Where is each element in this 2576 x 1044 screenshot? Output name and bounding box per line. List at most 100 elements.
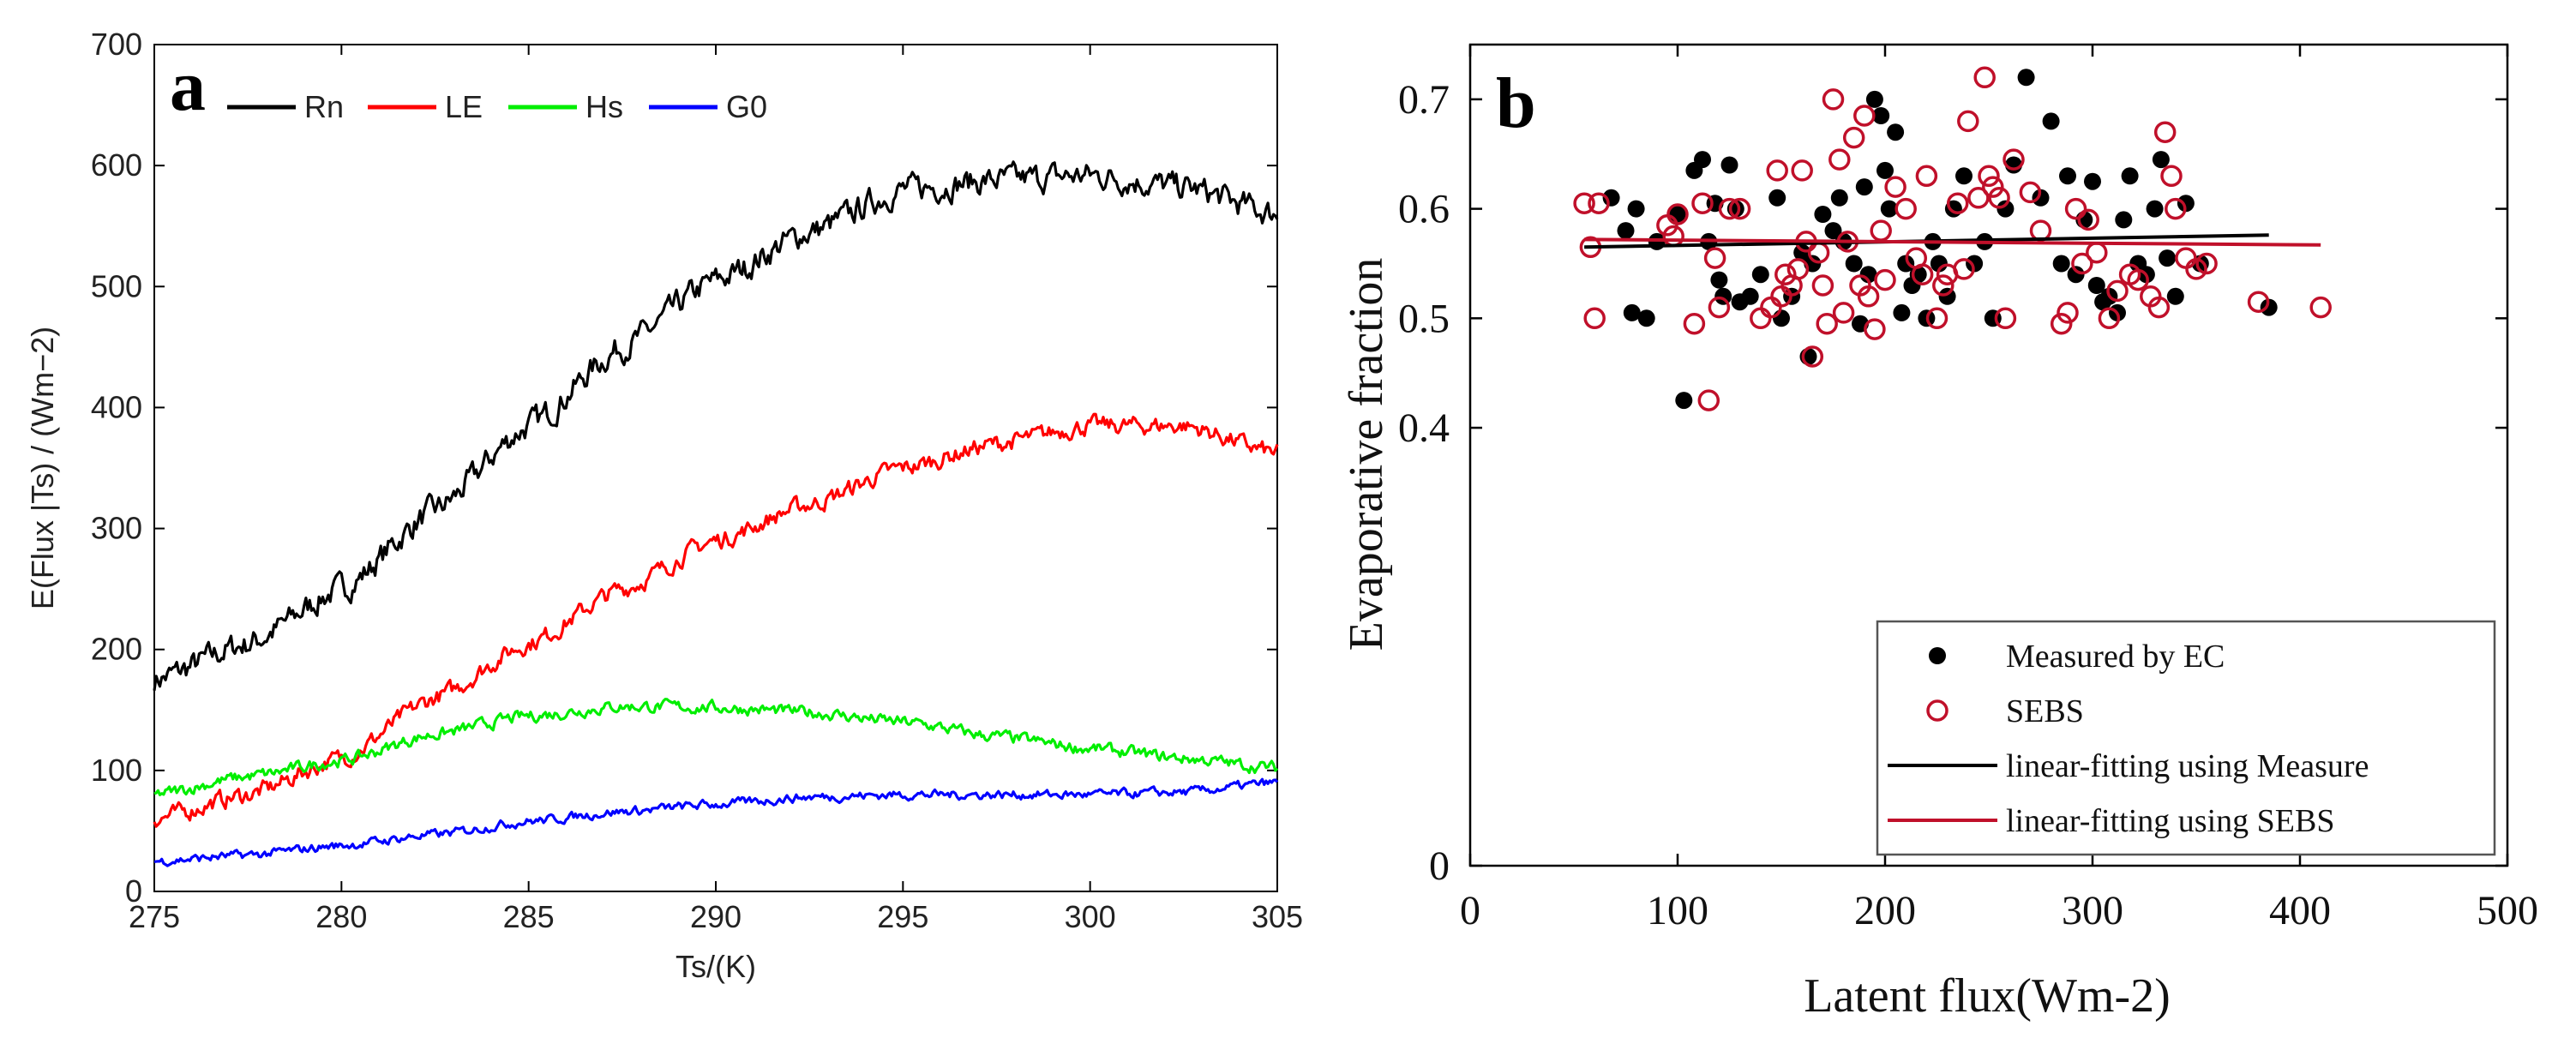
panel-b-point-measured	[1623, 303, 1641, 321]
panel-b-point-measured	[1768, 189, 1786, 207]
panel-b-point-sebs	[1786, 258, 1810, 280]
panel-b-point-measured	[1637, 309, 1655, 327]
panel-b-legend-label: Measured by EC	[2006, 639, 2225, 675]
panel-b-legend: Measured by EC SEBS linear-fitting using M…	[1876, 620, 2496, 856]
panel-b-point-sebs	[2106, 279, 2129, 303]
panel-a-legend-label-hs: Hs	[585, 89, 623, 124]
panel-b-point-sebs	[1988, 187, 2010, 209]
panel-b-point-sebs	[1957, 110, 1979, 133]
panel-b-point-sebs	[1708, 296, 1731, 319]
panel-b-point-sebs	[2309, 296, 2332, 319]
panel-a-y-tick-label: 700	[91, 27, 142, 62]
panel-b-point-measured	[1627, 200, 1645, 218]
panel-b-point-measured	[1930, 255, 1948, 273]
panel-b-x-tick-label: 500	[2477, 888, 2538, 933]
panel-b-point-sebs	[1811, 274, 1834, 297]
panel-a-legend-label-g0: G0	[726, 89, 767, 124]
panel-b-point-sebs	[1953, 258, 1975, 280]
panel-b-point-measured	[1997, 200, 2015, 218]
panel-b-point-sebs	[1967, 187, 1990, 209]
panel-b-point-sebs	[1801, 345, 1824, 368]
panel-b-point-sebs	[1718, 197, 1741, 220]
panel-b-point-sebs	[1697, 389, 1720, 411]
panel-a-y-tick-label: 400	[91, 389, 142, 424]
panel-b-point-measured	[2059, 167, 2076, 185]
panel-b-point-measured	[1966, 255, 1984, 273]
panel-b-point-sebs	[1946, 192, 1969, 214]
panel-b-y-tick-label: 0	[1429, 843, 1450, 889]
panel-a-series-rn	[153, 160, 1279, 691]
panel-b-point-measured	[2042, 112, 2060, 130]
panel-a-legend-label-le: LE	[445, 89, 483, 124]
panel-b-point-sebs	[1994, 307, 2017, 330]
panel-b-fit-line-sebs	[1584, 237, 2321, 247]
panel-a-legend: Rn LE Hs G0	[227, 89, 767, 124]
panel-b-point-sebs	[2247, 291, 2270, 313]
panel-b-point-measured	[1830, 189, 1848, 207]
panel-b-point-sebs	[2195, 252, 2218, 275]
panel-b-point-measured	[1751, 266, 1769, 284]
panel-a-x-tick-label: 280	[315, 899, 367, 934]
panel-a-x-tick-label: 300	[1065, 899, 1116, 934]
panel-b-point-measured	[1675, 392, 1693, 410]
panel-a-x-tick-label: 305	[1252, 899, 1303, 934]
panel-a-series-le	[153, 412, 1279, 828]
panel-b-point-sebs	[1925, 307, 1949, 330]
panel-b-point-sebs	[1894, 197, 1917, 220]
panel-b-x-tick-label: 400	[2269, 888, 2331, 933]
panel-b-point-sebs	[2019, 181, 2042, 204]
panel-b-x-tick-label: 100	[1647, 888, 1708, 933]
panel-b-x-tick-label: 300	[2062, 888, 2123, 933]
panel-b-point-measured	[1824, 222, 1842, 240]
panel-b-legend-label: linear-fitting using SEBS	[2006, 803, 2334, 839]
panel-a-y-tick-label: 600	[91, 147, 142, 183]
panel-b-point-measured	[2146, 200, 2164, 218]
panel-b-point-sebs	[1791, 159, 1813, 182]
panel-b-point-sebs	[2160, 165, 2183, 188]
panel-b-point-sebs	[1588, 192, 1610, 214]
panel-b-point-measured	[2017, 69, 2035, 87]
panel-a-x-tick-label: 285	[503, 899, 555, 934]
panel-b-point-sebs	[1911, 263, 1934, 285]
panel-a-label: a	[170, 46, 206, 126]
panel-a-y-tick-label: 200	[91, 632, 142, 667]
panel-a-y-tick-label: 300	[91, 511, 142, 546]
panel-b-point-measured	[1872, 107, 1890, 124]
panel-b-point-measured	[2115, 211, 2133, 229]
panel-b-point-sebs	[1874, 268, 1896, 291]
panel-b-legend-label: SEBS	[2006, 693, 2084, 729]
panel-b-point-sebs	[1683, 312, 1706, 335]
panel-b-y-axis-label: Evaporative fraction	[1340, 258, 1393, 651]
panel-b-point-measured	[1845, 255, 1863, 273]
panel-b-point-sebs	[1691, 192, 1714, 214]
panel-b-point-sebs	[1884, 176, 1906, 198]
panel-b-scatter-chart: 0 100 200 300 400 500 0 0.4 0.5 0.6 0.7 b Measured…	[1340, 43, 2538, 1023]
panel-b-point-sebs	[2077, 208, 2099, 231]
panel-b-point-sebs	[1973, 66, 1996, 89]
panel-b-point-sebs	[1857, 285, 1880, 308]
panel-b-point-measured	[2084, 172, 2101, 190]
panel-b-point-sebs	[1832, 302, 1855, 324]
panel-b-point-sebs	[2165, 197, 2187, 220]
panel-b-point-measured	[1887, 123, 1905, 141]
panel-b-point-sebs	[1766, 159, 1788, 182]
panel-b-point-measured	[2052, 255, 2070, 273]
panel-b-point-sebs	[1583, 307, 1606, 330]
panel-b-point-sebs	[1822, 88, 1845, 111]
panel-b-point-measured	[1855, 178, 1873, 196]
panel-b-point-measured	[2152, 151, 2170, 169]
panel-b-point-measured	[2159, 249, 2177, 267]
panel-b-point-measured	[1720, 156, 1738, 174]
panel-b-point-measured	[2121, 167, 2139, 185]
panel-b-point-sebs	[2057, 302, 2079, 324]
panel-b-y-tick-label: 0.4	[1398, 405, 1450, 451]
panel-b-legend-label: linear-fitting using Measure	[2006, 748, 2369, 784]
panel-b-point-sebs	[1915, 165, 1938, 188]
panel-b-point-measured	[1694, 151, 1711, 169]
panel-b-point-measured	[1859, 266, 1877, 284]
panel-b-point-measured	[1773, 309, 1790, 327]
panel-b-point-sebs	[1842, 126, 1865, 149]
panel-b-point-sebs	[2098, 307, 2121, 330]
panel-b-fit-lines	[1584, 233, 2321, 249]
panel-b-point-sebs	[1573, 192, 1595, 214]
